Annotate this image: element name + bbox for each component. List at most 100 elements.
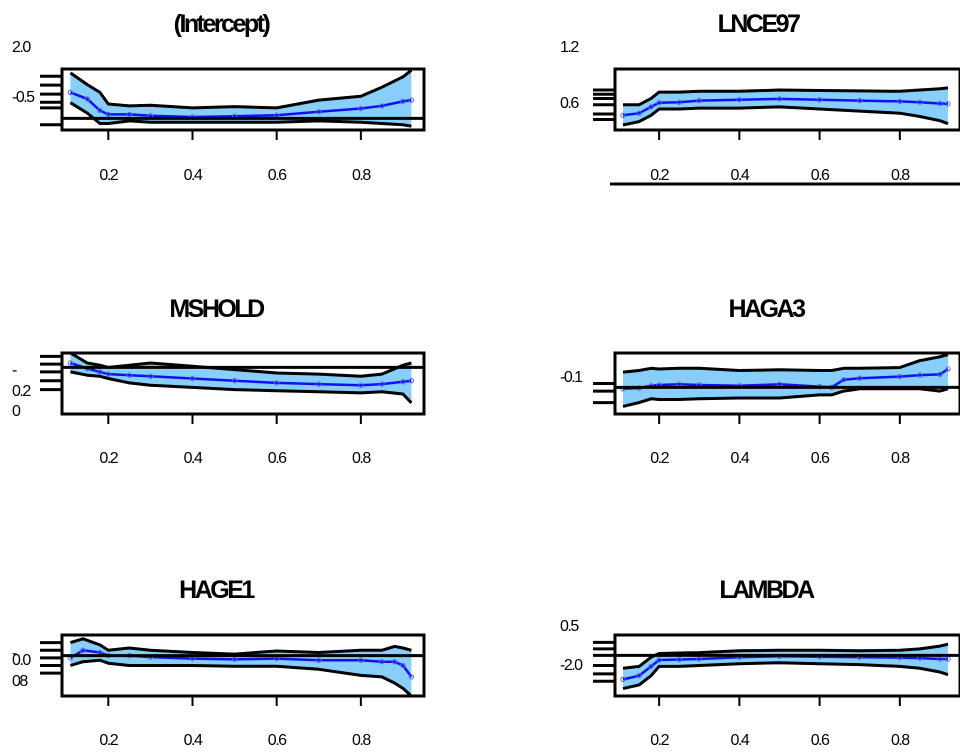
estimate-point: [636, 673, 642, 679]
estimate-point: [67, 360, 74, 366]
plot-frame: [60, 351, 426, 416]
estimate-point: [358, 105, 364, 112]
estimate-point: [97, 107, 103, 114]
coefficient-panel: HAGE1 -0.0 08 0.2 0.4 0.6 0.8: [12, 576, 426, 749]
coefficient-panel: LAMBDA 0.5 -2.0 0.2 0.4 0.6 0.8: [560, 576, 960, 749]
panel-title: (Intercept): [174, 10, 271, 38]
estimate-point: [696, 97, 702, 104]
estimate-point: [84, 96, 91, 102]
lower-bound-line: [69, 101, 412, 128]
x-tick-label: 0.8: [891, 450, 910, 467]
x-tick-label: 0.6: [268, 732, 287, 749]
estimate-point: [316, 381, 322, 387]
estimate-point: [620, 676, 626, 683]
lower-bound-line: [622, 105, 949, 127]
estimate-line: [70, 361, 412, 387]
lower-bound-line: [622, 661, 949, 691]
estimate-point: [408, 97, 415, 103]
x-tick-label: 0.4: [184, 450, 203, 467]
x-tick-label: 0.8: [891, 732, 910, 749]
estimate-point: [231, 378, 238, 384]
x-tick-label: 0.4: [730, 167, 749, 184]
estimate-point: [316, 657, 322, 663]
estimate-point: [400, 98, 406, 105]
y-tick-label: -: [12, 645, 17, 662]
y-tick-label: -0.5: [12, 89, 35, 106]
x-tick-label: 0.8: [352, 732, 371, 749]
x-tick-label: 0.8: [352, 167, 371, 184]
panel-title: LAMBDA: [719, 576, 815, 604]
estimate-point: [358, 382, 364, 388]
x-tick-label: 0.4: [184, 732, 203, 749]
x-tick-label: 0.6: [811, 732, 830, 749]
coefficient-panel: HAGA3 -0.1 0.2 0.4 0.6 0.8: [560, 295, 960, 467]
y-tick-label: 2.0: [12, 39, 31, 56]
estimate-point: [189, 375, 196, 382]
x-tick-label: 0.8: [891, 167, 910, 184]
estimate-point: [937, 100, 943, 107]
estimate-point: [391, 659, 398, 665]
confidence-band: [70, 353, 412, 403]
x-tick-label: 0.6: [811, 450, 830, 467]
estimate-point: [897, 98, 903, 105]
estimate-point: [408, 378, 415, 384]
estimate-point: [857, 375, 863, 381]
x-tick-label: 0.4: [730, 450, 749, 467]
estimate-point: [648, 104, 654, 110]
estimate-point: [676, 656, 682, 663]
estimate-point: [857, 97, 863, 104]
coefficient-panel: LNCE97 1.2 0.6 0.2 0.4 0.6 0.8: [560, 10, 960, 186]
estimate-point: [126, 111, 133, 118]
x-tick-label: 0.6: [268, 167, 287, 184]
estimate-point: [945, 101, 951, 107]
estimate-point: [816, 97, 823, 103]
x-tick-label: 0.2: [99, 450, 118, 467]
y-tick-label: 0.5: [560, 618, 579, 635]
estimate-point: [917, 99, 923, 105]
estimate-point: [897, 373, 903, 380]
y-tick-label: 08: [12, 673, 28, 690]
estimate-point: [379, 381, 385, 387]
x-tick-label: 0.4: [184, 167, 203, 184]
estimate-point: [917, 372, 923, 378]
y-tick-label: 0.0: [12, 652, 31, 669]
y-tick-label: -: [12, 362, 17, 379]
panel-title: MSHOLD: [169, 295, 264, 323]
upper-bound-line: [69, 69, 413, 110]
estimate-line: [69, 91, 412, 119]
y-tick-label: 1.2: [560, 39, 579, 56]
estimate-point: [105, 111, 112, 118]
estimate-point: [379, 659, 385, 665]
estimate-point: [231, 656, 238, 663]
estimate-point: [105, 371, 112, 377]
y-tick-label: -0.1: [560, 369, 583, 386]
y-tick-label: 0: [12, 403, 21, 420]
estimate-point: [676, 99, 682, 105]
x-tick-label: 0.2: [99, 732, 118, 749]
estimate-point: [126, 372, 133, 378]
coefficient-panel: (Intercept) 2.0 -0.5 0.2 0.4 0.6 0.8: [12, 10, 426, 184]
estimate-point: [648, 663, 654, 670]
x-tick-label: 0.2: [650, 732, 669, 749]
estimate-line: [69, 649, 413, 678]
lower-bound-line: [69, 658, 413, 696]
estimate-point: [316, 109, 322, 115]
y-tick-label: 0.6: [560, 95, 579, 112]
estimate-point: [945, 366, 951, 372]
estimate-line: [622, 97, 949, 117]
estimate-point: [379, 103, 385, 109]
x-tick-label: 0.8: [352, 450, 371, 467]
upper-bound-line: [622, 353, 949, 374]
estimate-point: [408, 674, 415, 680]
estimate-point: [67, 89, 74, 96]
estimate-line: [622, 367, 949, 391]
upper-bound-line: [623, 86, 949, 107]
estimate-point: [736, 97, 743, 103]
estimate-point: [147, 373, 154, 379]
x-tick-label: 0.2: [650, 167, 669, 184]
estimate-point: [400, 662, 406, 669]
x-tick-label: 0.2: [99, 167, 118, 184]
estimate-point: [656, 100, 662, 106]
x-tick-label: 0.2: [650, 450, 669, 467]
